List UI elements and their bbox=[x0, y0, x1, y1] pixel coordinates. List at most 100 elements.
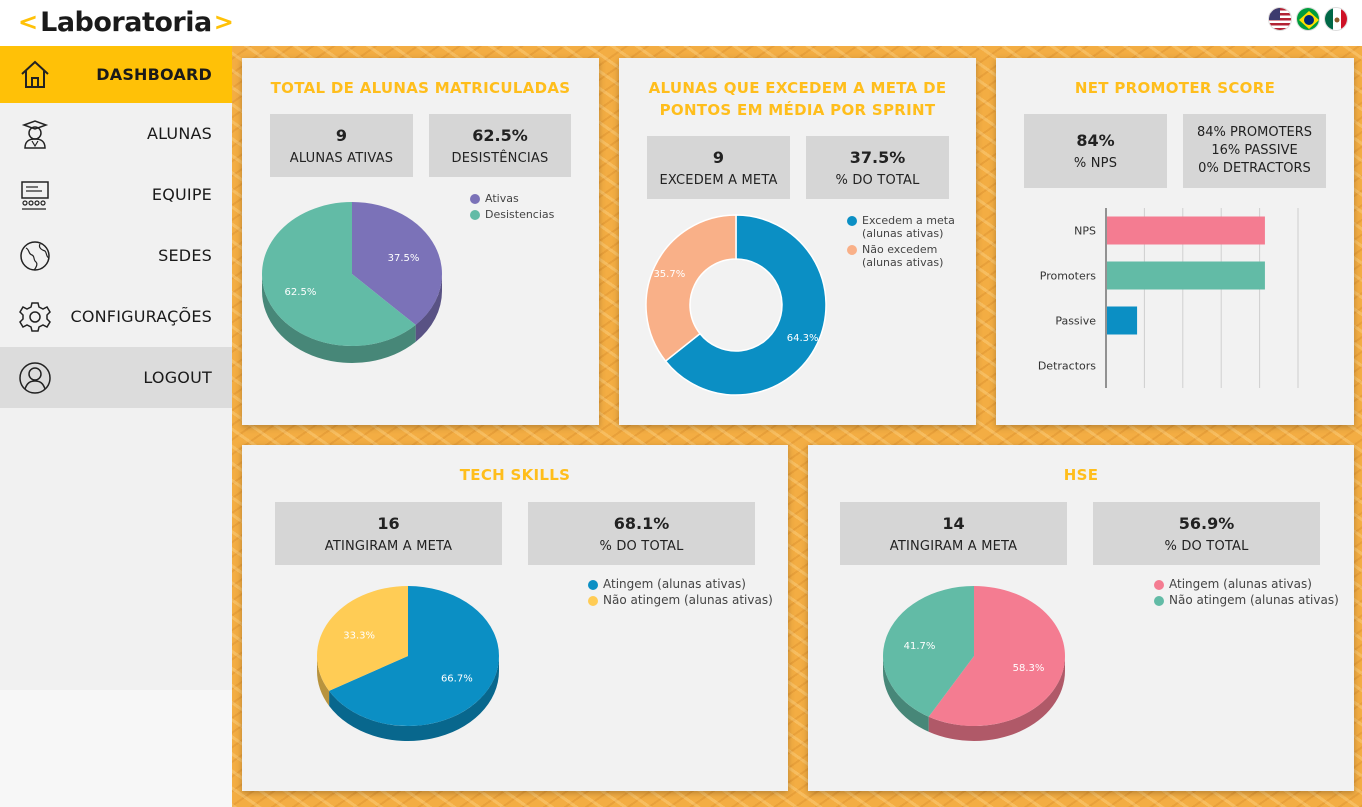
legend-item[interactable]: Atingem (alunas ativas) bbox=[1154, 578, 1339, 591]
legend-label: Atingem (alunas ativas) bbox=[603, 577, 746, 591]
sidebar-item-label: DASHBOARD bbox=[96, 65, 212, 84]
card-hse: HSE 14 ATINGIRAM A META 56.9% % DO TOTAL… bbox=[808, 445, 1354, 791]
globe-icon bbox=[20, 241, 50, 271]
sidebar-item-logout[interactable]: LOGOUT bbox=[0, 347, 232, 408]
stat-exceed-percent: 37.5% % DO TOTAL bbox=[806, 136, 949, 199]
sidebar-item-label: LOGOUT bbox=[143, 368, 212, 387]
pie-slice-side bbox=[317, 656, 330, 706]
pie-slice[interactable] bbox=[317, 586, 408, 691]
sidebar-footer-area bbox=[0, 690, 232, 807]
student-icon bbox=[21, 120, 49, 149]
legend-item[interactable]: Atingem (alunas ativas) bbox=[588, 578, 773, 591]
pie-slice[interactable] bbox=[928, 586, 1065, 726]
stat-hse-percent: 56.9% % DO TOTAL bbox=[1093, 502, 1320, 565]
pie-slice[interactable] bbox=[329, 586, 499, 726]
legend-label: Não excedem (alunas ativas) bbox=[862, 243, 943, 269]
pie-slice-side bbox=[262, 274, 416, 363]
donut-slice[interactable] bbox=[664, 214, 827, 396]
legend-label: Excedem a meta (alunas ativas) bbox=[862, 214, 955, 240]
stat-value: 9 bbox=[335, 125, 348, 145]
legend-item[interactable]: Ativas bbox=[470, 192, 554, 205]
stat-label: % NPS bbox=[1073, 156, 1118, 171]
legend-dot bbox=[470, 194, 480, 204]
top-bar: < Laboratoria > bbox=[0, 0, 1362, 46]
stat-label: EXCEDEM A META bbox=[659, 172, 778, 188]
stat-value: 16 bbox=[377, 513, 400, 533]
hse-pie-chart: 58.3% 41.7% bbox=[883, 586, 1065, 741]
chart-legend: Ativas Desistencias bbox=[470, 192, 554, 224]
card-title: TOTAL DE ALUNAS MATRICULADAS bbox=[270, 79, 571, 97]
stat-nps: 84% % NPS bbox=[1024, 114, 1167, 188]
stat-nps-breakdown: 84% PROMOTERS 16% PASSIVE 0% DETRACTORS bbox=[1183, 114, 1326, 188]
card-enrolled: TOTAL DE ALUNAS MATRICULADAS 9 ALUNAS AT… bbox=[242, 58, 599, 425]
legend-dot bbox=[588, 580, 598, 590]
stat-value: 56.9% bbox=[1178, 513, 1235, 533]
stat-exceed-count: 9 EXCEDEM A META bbox=[647, 136, 790, 199]
stat-label: % DO TOTAL bbox=[835, 172, 920, 188]
sidebar-item-label: ALUNAS bbox=[146, 124, 212, 143]
legend-label: Atingem (alunas ativas) bbox=[1169, 577, 1312, 591]
sidebar-item-dashboard[interactable]: DASHBOARD bbox=[0, 46, 232, 103]
stat-tech-count: 16 ATINGIRAM A META bbox=[275, 502, 502, 565]
chart-legend: Atingem (alunas ativas) Não atingem (alu… bbox=[588, 578, 773, 610]
legend-dot bbox=[1154, 580, 1164, 590]
stat-value: 14 bbox=[942, 513, 965, 533]
gear-icon bbox=[19, 302, 51, 332]
bar[interactable] bbox=[1107, 261, 1265, 290]
chart-legend: Atingem (alunas ativas) Não atingem (alu… bbox=[1154, 578, 1339, 610]
legend-label-line: Excedem a meta bbox=[862, 214, 955, 227]
stat-value: 84% bbox=[1076, 131, 1115, 150]
legend-dot bbox=[847, 216, 857, 226]
bar[interactable] bbox=[1107, 306, 1138, 335]
card-title: ALUNAS QUE EXCEDEM A META DE PONTOS EM M… bbox=[619, 77, 976, 121]
legend-item[interactable]: Não atingem (alunas ativas) bbox=[588, 594, 773, 607]
legend-item[interactable]: Não atingem (alunas ativas) bbox=[1154, 594, 1339, 607]
legend-dot bbox=[847, 245, 857, 255]
exceed-donut-chart: 64.3% 35.7% bbox=[645, 214, 827, 396]
donut-slice[interactable] bbox=[645, 214, 737, 363]
legend-label: Desistencias bbox=[485, 208, 555, 221]
stat-label: ALUNAS ATIVAS bbox=[289, 150, 394, 166]
pie-slice-side bbox=[928, 656, 1065, 741]
y-tick-label: NPS bbox=[1074, 225, 1096, 238]
pie-slice-label: 41.7% bbox=[904, 641, 936, 652]
sidebar-item-equipe[interactable]: EQUIPE bbox=[0, 164, 232, 225]
nps-bar-chart: NPS Promoters Passive Detractors bbox=[1038, 208, 1299, 388]
nps-breakdown-line: 84% PROMOTERS bbox=[1196, 125, 1313, 140]
pie-slice-side bbox=[329, 656, 499, 741]
us-flag-icon[interactable] bbox=[1268, 7, 1292, 31]
legend-item[interactable]: Desistencias bbox=[470, 208, 554, 221]
pie-slice[interactable] bbox=[883, 586, 974, 717]
legend-item[interactable]: Excedem a meta (alunas ativas) bbox=[847, 214, 955, 240]
pie-slice[interactable] bbox=[352, 202, 443, 325]
pie-slice-label: 58.3% bbox=[1013, 663, 1045, 674]
dashboard-content: TOTAL DE ALUNAS MATRICULADAS 9 ALUNAS AT… bbox=[232, 46, 1362, 807]
laboratoria-logo[interactable]: < Laboratoria > bbox=[18, 2, 234, 42]
mexico-flag-icon[interactable] bbox=[1324, 7, 1348, 31]
sidebar-item-sedes[interactable]: SEDES bbox=[0, 225, 232, 286]
legend-dot bbox=[588, 596, 598, 606]
y-tick-label: Detractors bbox=[1038, 360, 1096, 373]
pie-slice-label: 33.3% bbox=[343, 630, 375, 641]
sidebar-item-label: EQUIPE bbox=[151, 185, 212, 204]
user-circle-icon bbox=[19, 362, 51, 394]
sidebar-item-alunas[interactable]: ALUNAS bbox=[0, 103, 232, 164]
legend-label: Não atingem (alunas ativas) bbox=[1169, 593, 1339, 607]
sidebar-item-label: SEDES bbox=[158, 246, 212, 265]
legend-item[interactable]: Não excedem (alunas ativas) bbox=[847, 243, 955, 269]
stat-hse-count: 14 ATINGIRAM A META bbox=[840, 502, 1067, 565]
pie-slice[interactable] bbox=[262, 202, 416, 346]
brazil-flag-icon[interactable] bbox=[1296, 7, 1320, 31]
bar[interactable] bbox=[1107, 216, 1265, 245]
sidebar-item-configuracoes[interactable]: CONFIGURAÇÕES bbox=[0, 286, 232, 347]
legend-label-line: (alunas ativas) bbox=[862, 227, 944, 240]
y-tick-label: Promoters bbox=[1040, 270, 1096, 283]
stat-label: ATINGIRAM A META bbox=[889, 538, 1018, 554]
stat-active-students: 9 ALUNAS ATIVAS bbox=[270, 114, 413, 177]
legend-dot bbox=[1154, 596, 1164, 606]
stat-value: 62.5% bbox=[472, 125, 528, 145]
tech-skills-pie-chart: 66.7% 33.3% bbox=[317, 586, 499, 741]
stat-value: 37.5% bbox=[849, 147, 906, 167]
team-icon bbox=[21, 181, 49, 210]
donut-slice-label: 64.3% bbox=[787, 333, 819, 344]
